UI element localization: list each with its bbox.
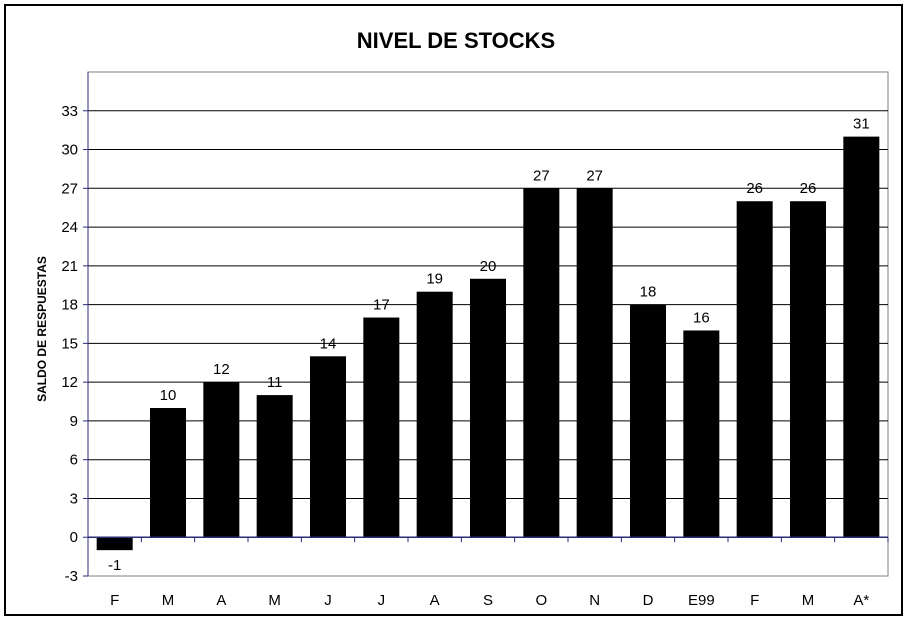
bar	[363, 317, 400, 538]
bar	[256, 395, 293, 538]
data-label: 20	[480, 258, 497, 275]
y-tick-label: 3	[70, 490, 78, 507]
y-axis-title: SALDO DE RESPUESTAS	[35, 256, 49, 402]
x-tick-label: E99	[688, 592, 715, 609]
bar	[576, 188, 613, 538]
x-tick-label: F	[750, 592, 759, 609]
x-tick-label: F	[110, 592, 119, 609]
bar	[150, 408, 186, 538]
bar	[736, 201, 773, 538]
data-label: 16	[693, 309, 710, 326]
y-tick-label: 6	[70, 452, 78, 469]
bar	[310, 356, 346, 538]
data-label: 31	[853, 116, 870, 133]
data-label: 19	[426, 271, 443, 288]
data-label: 26	[746, 180, 763, 197]
y-tick-label: 18	[61, 297, 78, 314]
axes	[83, 72, 889, 577]
x-tick-label: J	[324, 592, 332, 609]
y-tick-label: 33	[61, 103, 78, 120]
x-tick-label: J	[378, 592, 386, 609]
x-tick-label: N	[589, 592, 600, 609]
bar	[790, 201, 826, 538]
bar	[96, 537, 133, 551]
chart-title: NIVEL DE STOCKS	[357, 28, 555, 53]
x-tick-label: S	[483, 592, 493, 609]
y-tick-label: 12	[61, 374, 78, 391]
y-tick-label: 9	[70, 413, 78, 430]
bar	[683, 330, 720, 538]
data-label: 11	[267, 374, 283, 391]
data-label: 27	[533, 167, 550, 184]
bar	[630, 304, 666, 538]
x-tick-label: M	[162, 592, 175, 609]
x-tick-label: A*	[853, 592, 869, 609]
y-tick-label: 0	[70, 529, 78, 546]
data-label: 18	[640, 284, 657, 301]
data-label: 17	[373, 297, 390, 314]
y-tick-label: 15	[61, 335, 78, 352]
data-label: 14	[320, 335, 337, 352]
data-label: 26	[800, 180, 817, 197]
data-label: -1	[108, 557, 121, 574]
bar-chart: NIVEL DE STOCKS SALDO DE RESPUESTAS -3 0 3…	[35, 28, 889, 609]
labels: -3 0 3 6 9 12 15 18 21 24 27 30 33 -1 F 10 M 12 A 11 M 14 J 17 J…	[61, 103, 869, 609]
data-label: 10	[160, 387, 177, 404]
bar	[203, 382, 240, 538]
y-tick-label: -3	[65, 568, 78, 585]
x-tick-label: A	[430, 592, 440, 609]
chart-frame: NIVEL DE STOCKS SALDO DE RESPUESTAS -3 0 3…	[4, 4, 903, 616]
x-tick-label: D	[643, 592, 654, 609]
bar	[416, 291, 453, 538]
y-tick-label: 21	[61, 258, 78, 275]
bars	[96, 136, 880, 551]
data-label: 12	[213, 361, 230, 378]
x-tick-label: A	[216, 592, 226, 609]
bar	[523, 188, 560, 538]
x-tick-label: M	[268, 592, 281, 609]
data-label: 27	[586, 167, 603, 184]
y-tick-label: 27	[61, 180, 78, 197]
x-tick-label: O	[535, 592, 547, 609]
y-tick-label: 30	[61, 142, 78, 159]
bar	[843, 136, 880, 538]
bar	[470, 278, 506, 538]
x-tick-label: M	[802, 592, 815, 609]
y-tick-label: 24	[61, 219, 78, 236]
